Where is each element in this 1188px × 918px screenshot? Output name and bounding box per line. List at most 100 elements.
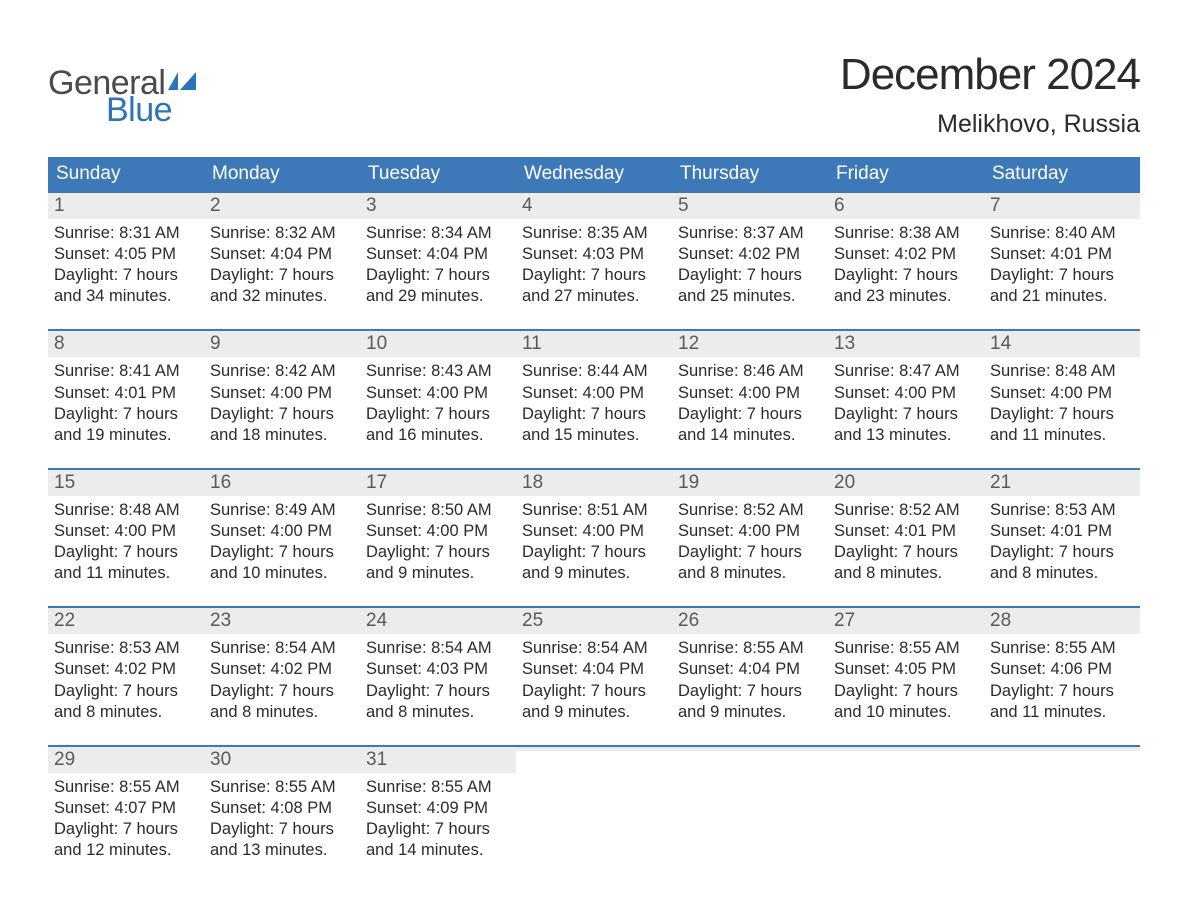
header-block: General Blue December 2024 Melikhovo, Ru… <box>48 50 1140 139</box>
day-number: 26 <box>678 610 699 631</box>
daylight-line-1: Daylight: 7 hours <box>834 681 978 702</box>
day-body: Sunrise: 8:54 AMSunset: 4:03 PMDaylight:… <box>360 634 516 726</box>
calendar-day: 20Sunrise: 8:52 AMSunset: 4:01 PMDayligh… <box>828 470 984 588</box>
day-number: 8 <box>54 333 65 354</box>
calendar-day <box>516 747 672 865</box>
day-number-row: 8 <box>48 331 204 357</box>
sunrise-text: Sunrise: 8:37 AM <box>678 223 822 244</box>
daylight-line-1: Daylight: 7 hours <box>210 819 354 840</box>
day-number-row: 12 <box>672 331 828 357</box>
daylight-line-2: and 21 minutes. <box>990 286 1134 307</box>
daylight-line-2: and 11 minutes. <box>990 702 1134 723</box>
day-body: Sunrise: 8:52 AMSunset: 4:00 PMDaylight:… <box>672 496 828 588</box>
day-number: 7 <box>990 195 1001 216</box>
calendar-day: 3Sunrise: 8:34 AMSunset: 4:04 PMDaylight… <box>360 193 516 311</box>
day-number: 17 <box>366 472 387 493</box>
daylight-line-2: and 27 minutes. <box>522 286 666 307</box>
sunset-text: Sunset: 4:02 PM <box>678 244 822 265</box>
daylight-line-2: and 9 minutes. <box>522 702 666 723</box>
sunrise-text: Sunrise: 8:47 AM <box>834 361 978 382</box>
weekday-header: Saturday <box>984 157 1140 191</box>
sunrise-text: Sunrise: 8:40 AM <box>990 223 1134 244</box>
daylight-line-1: Daylight: 7 hours <box>990 681 1134 702</box>
calendar-day: 24Sunrise: 8:54 AMSunset: 4:03 PMDayligh… <box>360 608 516 726</box>
calendar-day: 12Sunrise: 8:46 AMSunset: 4:00 PMDayligh… <box>672 331 828 449</box>
sunrise-text: Sunrise: 8:42 AM <box>210 361 354 382</box>
sunrise-text: Sunrise: 8:54 AM <box>366 638 510 659</box>
sunset-text: Sunset: 4:00 PM <box>366 383 510 404</box>
daylight-line-2: and 8 minutes. <box>366 702 510 723</box>
calendar-day <box>828 747 984 865</box>
calendar-day <box>984 747 1140 865</box>
daylight-line-1: Daylight: 7 hours <box>678 681 822 702</box>
daylight-line-2: and 16 minutes. <box>366 425 510 446</box>
daylight-line-2: and 25 minutes. <box>678 286 822 307</box>
logo: General Blue <box>48 50 198 130</box>
calendar: Sunday Monday Tuesday Wednesday Thursday… <box>48 157 1140 865</box>
day-body: Sunrise: 8:49 AMSunset: 4:00 PMDaylight:… <box>204 496 360 588</box>
day-number-row <box>984 747 1140 751</box>
sunrise-text: Sunrise: 8:31 AM <box>54 223 198 244</box>
calendar-day: 16Sunrise: 8:49 AMSunset: 4:00 PMDayligh… <box>204 470 360 588</box>
day-number: 13 <box>834 333 855 354</box>
logo-flag-icon <box>168 72 198 97</box>
daylight-line-2: and 10 minutes. <box>210 563 354 584</box>
sunset-text: Sunset: 4:01 PM <box>990 521 1134 542</box>
daylight-line-1: Daylight: 7 hours <box>678 265 822 286</box>
day-number: 30 <box>210 749 231 770</box>
daylight-line-2: and 8 minutes. <box>678 563 822 584</box>
day-number-row: 13 <box>828 331 984 357</box>
sunset-text: Sunset: 4:01 PM <box>54 383 198 404</box>
day-number-row: 7 <box>984 193 1140 219</box>
day-number: 23 <box>210 610 231 631</box>
day-body: Sunrise: 8:43 AMSunset: 4:00 PMDaylight:… <box>360 357 516 449</box>
day-number-row: 29 <box>48 747 204 773</box>
sunrise-text: Sunrise: 8:44 AM <box>522 361 666 382</box>
day-number-row: 26 <box>672 608 828 634</box>
calendar-day: 11Sunrise: 8:44 AMSunset: 4:00 PMDayligh… <box>516 331 672 449</box>
sunrise-text: Sunrise: 8:55 AM <box>990 638 1134 659</box>
day-number: 10 <box>366 333 387 354</box>
calendar-day: 29Sunrise: 8:55 AMSunset: 4:07 PMDayligh… <box>48 747 204 865</box>
calendar-day: 8Sunrise: 8:41 AMSunset: 4:01 PMDaylight… <box>48 331 204 449</box>
sunset-text: Sunset: 4:01 PM <box>990 244 1134 265</box>
day-number-row: 18 <box>516 470 672 496</box>
day-body: Sunrise: 8:54 AMSunset: 4:02 PMDaylight:… <box>204 634 360 726</box>
calendar-day: 18Sunrise: 8:51 AMSunset: 4:00 PMDayligh… <box>516 470 672 588</box>
sunrise-text: Sunrise: 8:46 AM <box>678 361 822 382</box>
sunset-text: Sunset: 4:05 PM <box>834 659 978 680</box>
daylight-line-2: and 14 minutes. <box>366 840 510 861</box>
daylight-line-2: and 29 minutes. <box>366 286 510 307</box>
sunrise-text: Sunrise: 8:55 AM <box>678 638 822 659</box>
daylight-line-2: and 15 minutes. <box>522 425 666 446</box>
calendar-day: 17Sunrise: 8:50 AMSunset: 4:00 PMDayligh… <box>360 470 516 588</box>
day-number-row: 28 <box>984 608 1140 634</box>
day-body: Sunrise: 8:47 AMSunset: 4:00 PMDaylight:… <box>828 357 984 449</box>
calendar-day <box>672 747 828 865</box>
day-body: Sunrise: 8:55 AMSunset: 4:09 PMDaylight:… <box>360 773 516 865</box>
weekday-header: Friday <box>828 157 984 191</box>
daylight-line-1: Daylight: 7 hours <box>834 542 978 563</box>
day-number: 14 <box>990 333 1011 354</box>
sunrise-text: Sunrise: 8:38 AM <box>834 223 978 244</box>
sunrise-text: Sunrise: 8:53 AM <box>990 500 1134 521</box>
sunset-text: Sunset: 4:00 PM <box>990 383 1134 404</box>
day-number: 22 <box>54 610 75 631</box>
calendar-day: 14Sunrise: 8:48 AMSunset: 4:00 PMDayligh… <box>984 331 1140 449</box>
day-body: Sunrise: 8:55 AMSunset: 4:06 PMDaylight:… <box>984 634 1140 726</box>
day-number-row: 4 <box>516 193 672 219</box>
daylight-line-2: and 11 minutes. <box>990 425 1134 446</box>
sunset-text: Sunset: 4:00 PM <box>210 383 354 404</box>
sunrise-text: Sunrise: 8:51 AM <box>522 500 666 521</box>
daylight-line-1: Daylight: 7 hours <box>210 265 354 286</box>
day-number-row: 24 <box>360 608 516 634</box>
sunrise-text: Sunrise: 8:35 AM <box>522 223 666 244</box>
day-number-row <box>516 747 672 751</box>
day-number-row: 19 <box>672 470 828 496</box>
day-number-row <box>672 747 828 751</box>
day-body: Sunrise: 8:55 AMSunset: 4:08 PMDaylight:… <box>204 773 360 865</box>
weekday-header: Tuesday <box>360 157 516 191</box>
daylight-line-2: and 10 minutes. <box>834 702 978 723</box>
daylight-line-1: Daylight: 7 hours <box>366 819 510 840</box>
daylight-line-1: Daylight: 7 hours <box>366 542 510 563</box>
